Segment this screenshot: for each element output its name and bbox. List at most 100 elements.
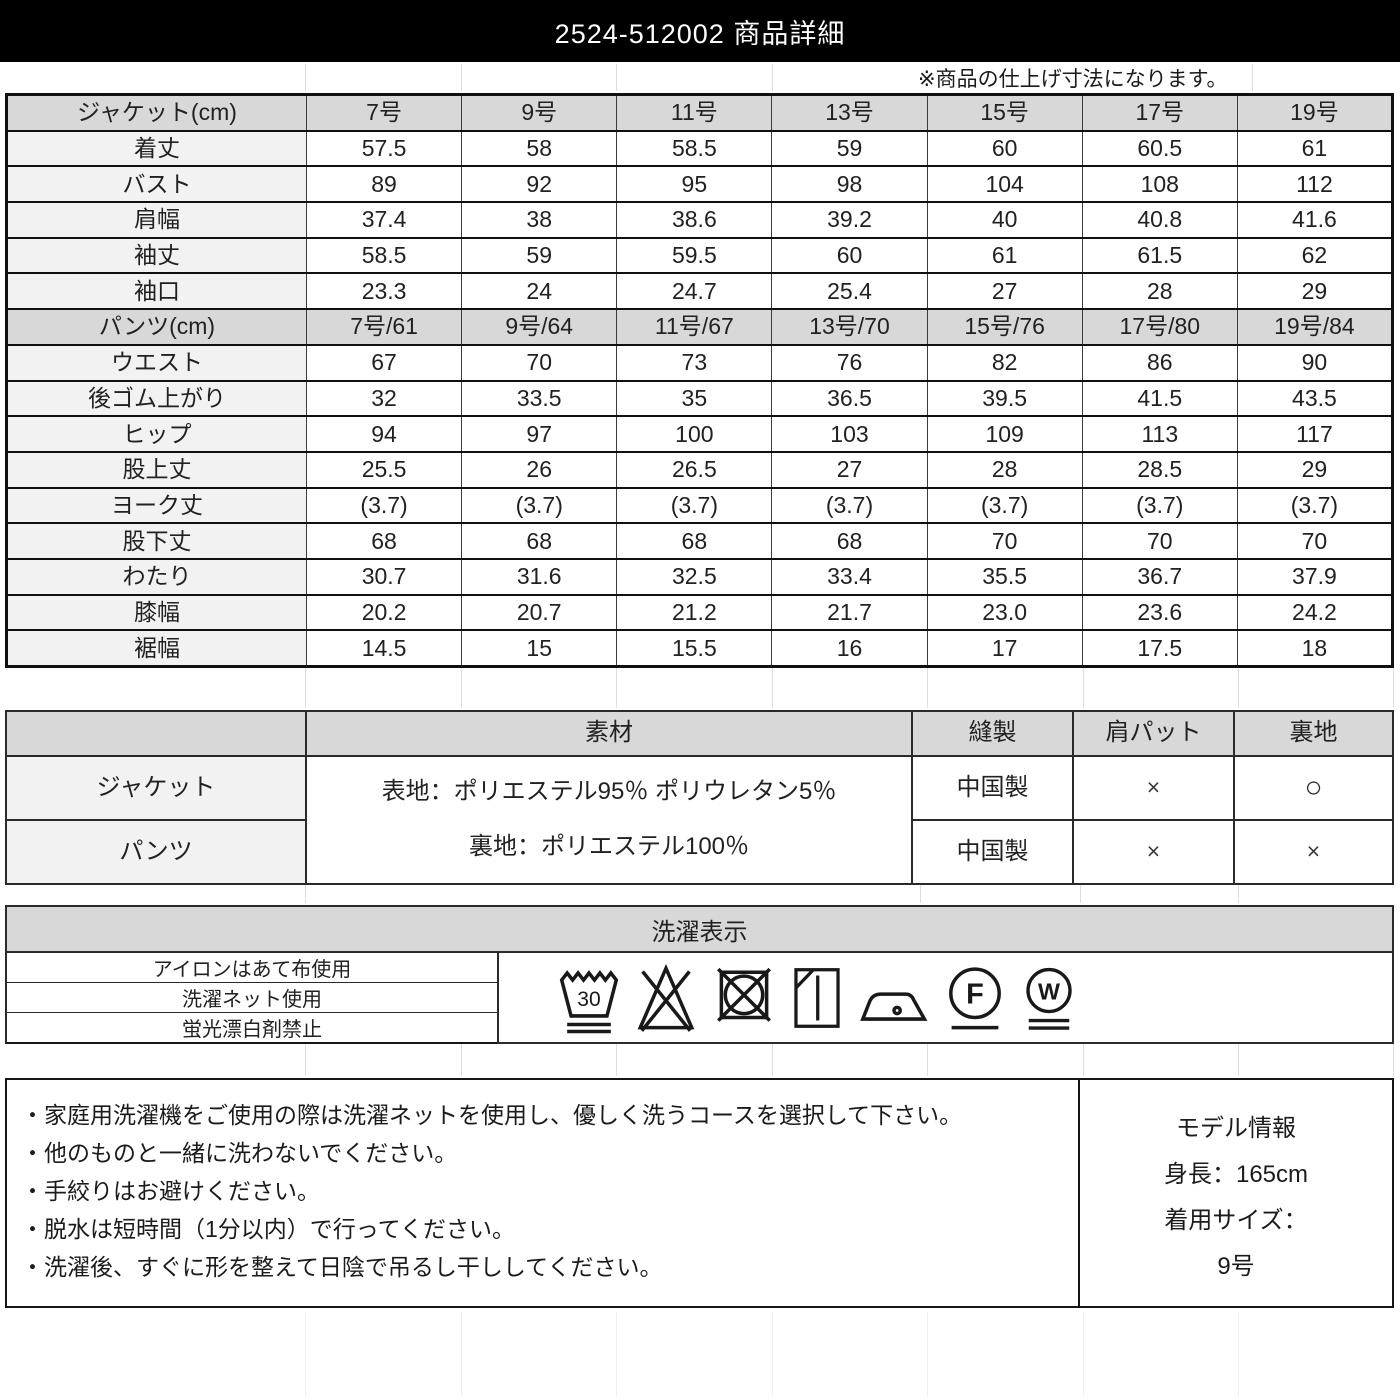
size-value-cell: 33.4 (771, 557, 928, 596)
lining-cell: × (1233, 819, 1394, 885)
table-row: 肩幅 37.4 38 38.6 39.2 40 40.8 41.6 (6, 201, 1394, 239)
size-value-cell: 68 (461, 522, 618, 560)
iron-low-heat-icon (860, 991, 928, 1021)
size-value-cell: 112 (1236, 165, 1394, 204)
size-value-cell: 28 (1081, 272, 1238, 311)
model-info-title: モデル情報 (1176, 1115, 1296, 1142)
size-value-cell: 60 (771, 236, 928, 275)
size-value-cell: (3.7) (1081, 486, 1238, 525)
size-col-header: 19号 (1236, 93, 1394, 132)
svg-text:30: 30 (577, 987, 600, 1010)
grid-line (305, 883, 306, 903)
size-value-cell: 21.7 (771, 593, 928, 632)
size-value-cell: 35.5 (926, 557, 1083, 596)
row-header-cell: わたり (6, 557, 307, 596)
grid-line (772, 64, 773, 91)
row-header-cell: 股下丈 (6, 522, 307, 560)
grid-line (305, 1037, 306, 1076)
size-value-cell: 26 (461, 450, 618, 489)
grid-line (1393, 1037, 1394, 1076)
size-value-cell: 117 (1236, 415, 1394, 453)
size-value-cell: 70 (461, 343, 618, 382)
wet-clean-very-gentle-icon: W (1026, 967, 1072, 1030)
grid-line (461, 1037, 462, 1076)
size-value-cell: 82 (926, 343, 1083, 382)
do-not-tumble-dry-icon (717, 967, 771, 1022)
row-header-cell: 袖丈 (6, 236, 307, 275)
size-col-header: 15号/76 (926, 308, 1083, 346)
size-value-cell: 73 (616, 343, 773, 382)
size-value-cell: 28.5 (1081, 450, 1238, 489)
table-row: 袖丈 58.5 59 59.5 60 61 61.5 62 (6, 236, 1394, 275)
size-value-cell: 18 (1236, 629, 1394, 668)
size-value-cell: 27 (926, 272, 1083, 311)
grid-line (772, 1312, 773, 1396)
size-value-cell: 59.5 (616, 236, 773, 275)
size-value-cell: 24.2 (1236, 593, 1394, 632)
size-value-cell: 98 (771, 165, 928, 204)
table-row: 股下丈 68 68 68 68 70 70 70 (6, 522, 1394, 560)
size-value-cell: 90 (1236, 343, 1394, 382)
table-row: 膝幅 20.2 20.7 21.2 21.7 23.0 23.6 24.2 (6, 593, 1394, 632)
washing-instructions: ・家庭用洗濯機をご使用の際は洗濯ネットを使用し、優しく洗うコースを選択して下さい… (7, 1080, 1080, 1306)
row-header-cell: 肩幅 (6, 201, 307, 239)
size-value-cell: 92 (461, 165, 618, 204)
size-value-cell: 17 (926, 629, 1083, 668)
size-value-cell: 86 (1081, 343, 1238, 382)
size-value-cell: 43.5 (1236, 379, 1394, 418)
size-spec-table: ジャケット(cm) 7号 9号 11号 13号 15号 17号 19号 着丈 5… (5, 93, 1394, 668)
size-value-cell: 37.9 (1236, 557, 1394, 596)
size-value-cell: (3.7) (461, 486, 618, 525)
size-value-cell: 24 (461, 272, 618, 311)
model-info: モデル情報 身長：165cm 着用サイズ： 9号 (1080, 1080, 1392, 1306)
size-value-cell: 26.5 (616, 450, 773, 489)
care-symbols-row: 30 (499, 959, 1392, 1037)
row-header-cell: 膝幅 (6, 593, 307, 632)
row-header-cell: バスト (6, 165, 307, 204)
row-header-cell: ジャケット (5, 755, 307, 821)
size-value-cell: 29 (1236, 272, 1394, 311)
sewing-col-header: 縫製 (911, 710, 1074, 757)
size-value-cell: 57.5 (305, 129, 463, 168)
grid-line (616, 1037, 617, 1076)
size-value-cell: 61.5 (1081, 236, 1238, 275)
size-col-header: 11号/67 (616, 308, 773, 346)
size-value-cell: 68 (771, 522, 928, 560)
row-header-cell: 股上丈 (6, 450, 307, 489)
size-value-cell: 21.2 (616, 593, 773, 632)
instruction-line: ・他のものと一緒に洗わないでください。 (21, 1140, 458, 1166)
lining-fabric-text: 裏地：ポリエステル100％ (468, 833, 750, 860)
grid-line (305, 64, 306, 91)
size-value-cell: 16 (771, 629, 928, 668)
shell-fabric-text: 表地：ポリエステル95％ ポリウレタン5％ (381, 778, 837, 806)
row-header-cell: パンツ (5, 819, 307, 885)
size-value-cell: 29 (1236, 450, 1394, 489)
do-not-bleach-icon (637, 963, 695, 1032)
size-value-cell: 38.6 (616, 201, 773, 239)
material-table: 素材 縫製 肩パット 裏地 ジャケット 表地：ポリエステル95％ ポリウレタン5… (5, 710, 1394, 885)
table-row: 股上丈 25.5 26 26.5 27 28 28.5 29 (6, 450, 1394, 489)
size-value-cell: 41.6 (1236, 201, 1394, 239)
size-col-header: 15号 (926, 93, 1083, 132)
shoulder-pad-cell: × (1072, 755, 1235, 821)
grid-line (616, 668, 617, 708)
grid-line (1083, 1312, 1084, 1396)
shoulder-pad-col-header: 肩パット (1072, 710, 1235, 757)
size-value-cell: 24.7 (616, 272, 773, 311)
material-composition-cell: 表地：ポリエステル95％ ポリウレタン5％ 裏地：ポリエステル100％ (305, 755, 913, 885)
model-height: 身長：165cm (1163, 1161, 1309, 1188)
grid-line (1393, 668, 1394, 708)
grid-line (927, 1312, 928, 1396)
table-row: パンツ 中国製 × × (5, 819, 1394, 885)
size-value-cell: 89 (305, 165, 463, 204)
grid-line (461, 1312, 462, 1396)
size-value-cell: 60 (926, 129, 1083, 168)
lining-col-header: 裏地 (1233, 710, 1394, 757)
size-value-cell: 35 (616, 379, 773, 418)
size-value-cell: 25.4 (771, 272, 928, 311)
size-value-cell: 76 (771, 343, 928, 382)
table-row: わたり 30.7 31.6 32.5 33.4 35.5 36.7 37.9 (6, 557, 1394, 596)
grid-line (772, 1037, 773, 1076)
instruction-line: ・洗濯後、すぐに形を整えて日陰で吊るし干ししてください。 (21, 1254, 663, 1280)
size-value-cell: 59 (461, 236, 618, 275)
